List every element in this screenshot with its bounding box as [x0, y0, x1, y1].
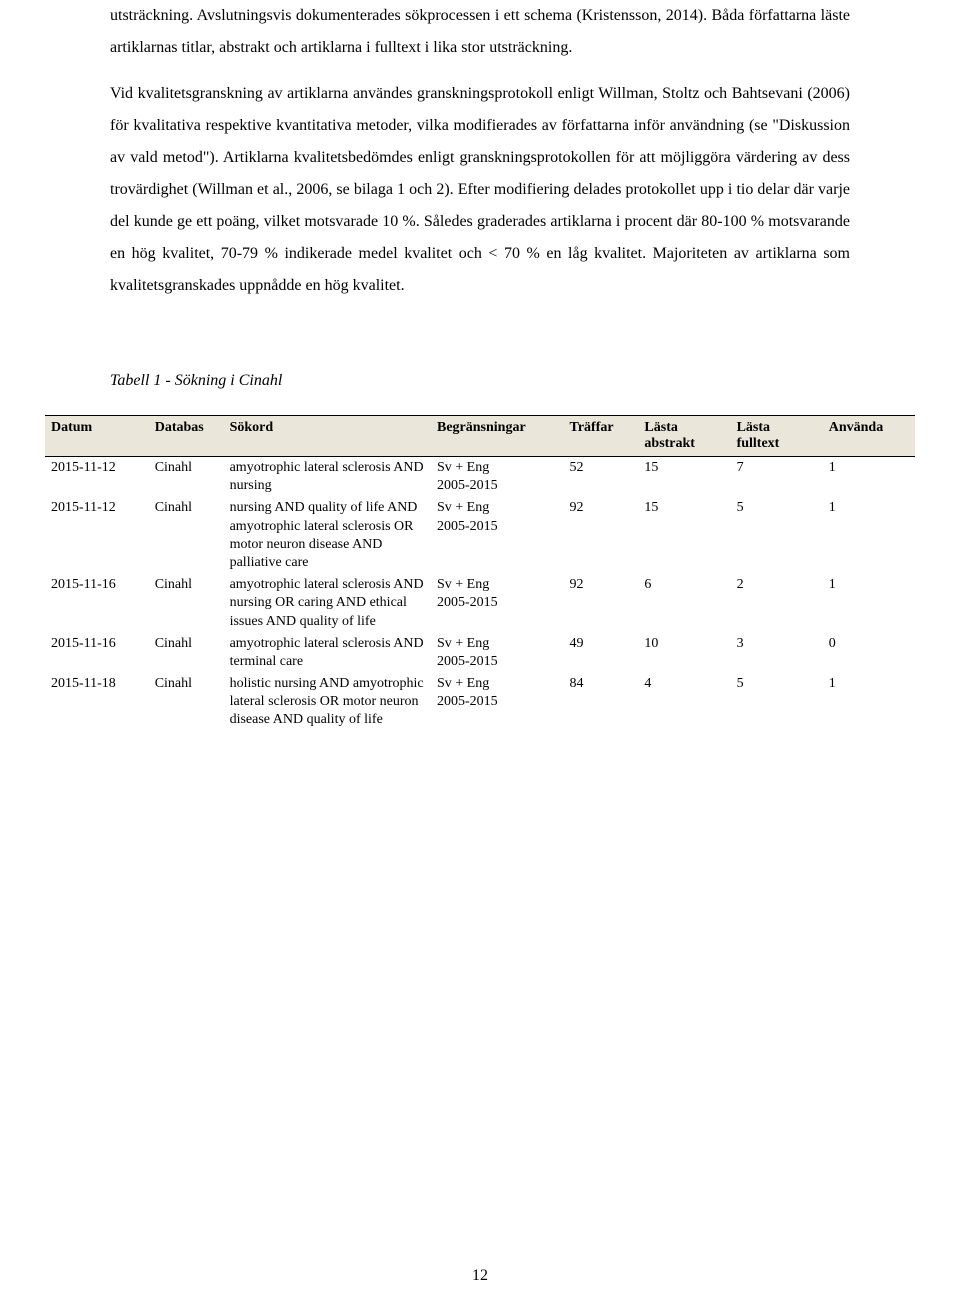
cell-lasta-fulltext: 7	[731, 457, 823, 498]
cell-begransningar: Sv + Eng2005-2015	[431, 673, 564, 732]
col-header-sokord: Sökord	[224, 416, 431, 457]
cell-databas: Cinahl	[149, 633, 224, 673]
header-lasta-abstrakt-2: abstrakt	[644, 436, 695, 451]
cell-databas: Cinahl	[149, 574, 224, 633]
cell-anvanda: 1	[823, 673, 915, 732]
paragraph-1: utsträckning. Avslutningsvis dokumentera…	[110, 0, 850, 64]
search-table: Datum Databas Sökord Begränsningar Träff…	[45, 415, 915, 732]
page-number: 12	[0, 1267, 960, 1285]
col-header-datum: Datum	[45, 416, 149, 457]
cell-datum: 2015-11-16	[45, 574, 149, 633]
table-caption: Tabell 1 - Sökning i Cinahl	[110, 372, 850, 390]
table-row: 2015-11-12Cinahlamyotrophic lateral scle…	[45, 457, 915, 498]
page-container: utsträckning. Avslutningsvis dokumentera…	[0, 0, 960, 1315]
table-body: 2015-11-12Cinahlamyotrophic lateral scle…	[45, 457, 915, 732]
col-header-anvanda: Använda	[823, 416, 915, 457]
cell-lasta-fulltext: 5	[731, 497, 823, 574]
cell-sokord: amyotrophic lateral sclerosis AND termin…	[224, 633, 431, 673]
cell-anvanda: 0	[823, 633, 915, 673]
cell-begransningar: Sv + Eng2005-2015	[431, 574, 564, 633]
cell-lasta-abstrakt: 4	[638, 673, 730, 732]
col-header-begransningar: Begränsningar	[431, 416, 564, 457]
cell-databas: Cinahl	[149, 457, 224, 498]
col-header-traffar: Träffar	[564, 416, 639, 457]
table-row: 2015-11-12Cinahlnursing AND quality of l…	[45, 497, 915, 574]
cell-datum: 2015-11-12	[45, 497, 149, 574]
cell-lasta-abstrakt: 10	[638, 633, 730, 673]
cell-databas: Cinahl	[149, 673, 224, 732]
col-header-databas: Databas	[149, 416, 224, 457]
cell-lasta-fulltext: 5	[731, 673, 823, 732]
table-row: 2015-11-16Cinahlamyotrophic lateral scle…	[45, 574, 915, 633]
header-lasta-fulltext-2: fulltext	[737, 436, 780, 451]
cell-anvanda: 1	[823, 497, 915, 574]
paragraph-2: Vid kvalitetsgranskning av artiklarna an…	[110, 78, 850, 302]
cell-lasta-abstrakt: 15	[638, 497, 730, 574]
cell-begransningar: Sv + Eng2005-2015	[431, 633, 564, 673]
cell-traffar: 84	[564, 673, 639, 732]
cell-datum: 2015-11-16	[45, 633, 149, 673]
cell-databas: Cinahl	[149, 497, 224, 574]
header-row: Datum Databas Sökord Begränsningar Träff…	[45, 416, 915, 457]
cell-sokord: nursing AND quality of life AND amyotrop…	[224, 497, 431, 574]
cell-traffar: 92	[564, 574, 639, 633]
cell-lasta-fulltext: 2	[731, 574, 823, 633]
cell-sokord: holistic nursing AND amyotrophic lateral…	[224, 673, 431, 732]
table-row: 2015-11-18Cinahlholistic nursing AND amy…	[45, 673, 915, 732]
table-row: 2015-11-16Cinahlamyotrophic lateral scle…	[45, 633, 915, 673]
cell-begransningar: Sv + Eng2005-2015	[431, 497, 564, 574]
cell-traffar: 49	[564, 633, 639, 673]
col-header-lasta-abstrakt: Lästa abstrakt	[638, 416, 730, 457]
cell-traffar: 92	[564, 497, 639, 574]
header-lasta-fulltext-1: Lästa	[737, 420, 770, 435]
header-lasta-abstrakt-1: Lästa	[644, 420, 677, 435]
cell-lasta-fulltext: 3	[731, 633, 823, 673]
cell-traffar: 52	[564, 457, 639, 498]
cell-anvanda: 1	[823, 457, 915, 498]
col-header-lasta-fulltext: Lästa fulltext	[731, 416, 823, 457]
cell-datum: 2015-11-12	[45, 457, 149, 498]
cell-lasta-abstrakt: 6	[638, 574, 730, 633]
cell-anvanda: 1	[823, 574, 915, 633]
cell-sokord: amyotrophic lateral sclerosis AND nursin…	[224, 574, 431, 633]
cell-datum: 2015-11-18	[45, 673, 149, 732]
table-head: Datum Databas Sökord Begränsningar Träff…	[45, 416, 915, 457]
cell-sokord: amyotrophic lateral sclerosis AND nursin…	[224, 457, 431, 498]
cell-begransningar: Sv + Eng2005-2015	[431, 457, 564, 498]
cell-lasta-abstrakt: 15	[638, 457, 730, 498]
